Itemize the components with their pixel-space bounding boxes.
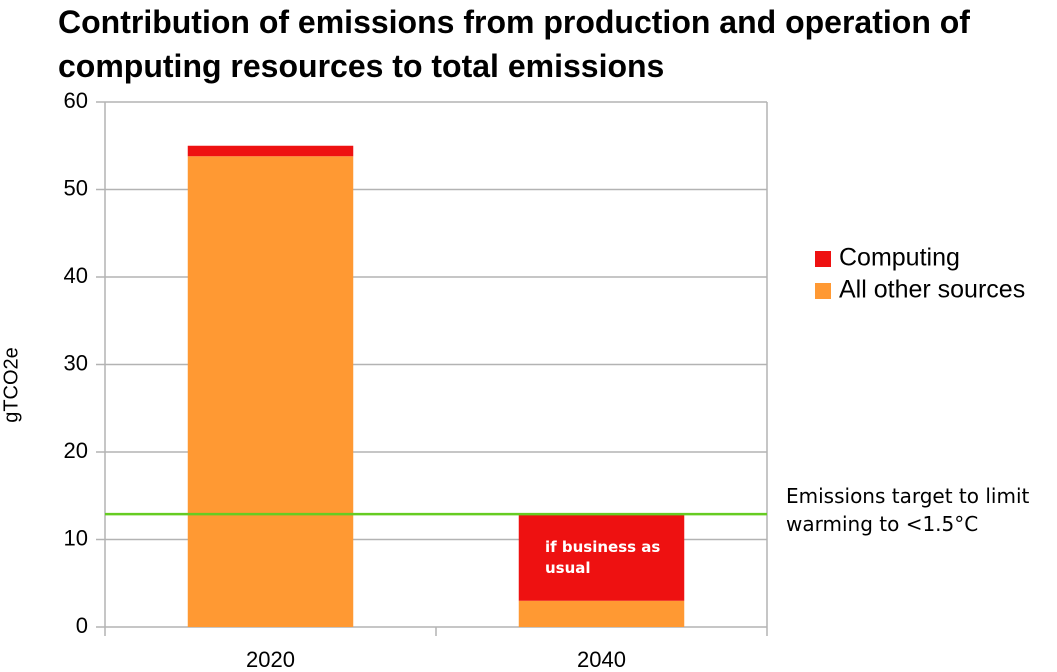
bar-segment [187, 145, 354, 157]
bar-segment [187, 156, 354, 627]
y-axis-label: gTCO2e [0, 347, 22, 423]
y-tick-label: 30 [64, 350, 88, 375]
x-tick-label: 2020 [246, 647, 295, 672]
bar-segment [518, 515, 685, 601]
y-tick-label: 10 [64, 525, 88, 550]
chart-title: Contribution of emissions from productio… [58, 4, 970, 84]
bar-segment [518, 600, 685, 627]
legend-swatch [815, 283, 831, 299]
legend-label: All other sources [839, 276, 1025, 304]
x-tick-label: 2040 [577, 647, 626, 672]
y-tick-label: 60 [64, 88, 88, 113]
y-tick-label: 20 [64, 438, 88, 463]
y-tick-label: 0 [76, 613, 88, 638]
legend-swatch [815, 251, 831, 267]
y-tick-label: 40 [64, 263, 88, 288]
bar-annotation: if business as usual [545, 538, 661, 577]
target-label: Emissions target to limit warming to <1.… [786, 484, 1030, 536]
legend-label: Computing [839, 244, 960, 272]
y-tick-label: 50 [64, 175, 88, 200]
